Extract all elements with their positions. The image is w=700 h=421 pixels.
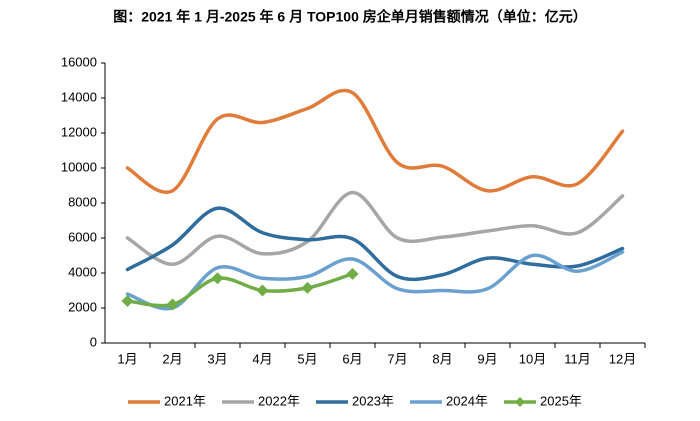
y-tick-label: 2000 [68, 299, 97, 314]
marker [121, 295, 134, 307]
x-tick-label: 9月 [477, 351, 497, 366]
y-tick-label: 0 [90, 334, 97, 349]
y-tick-label: 16000 [61, 54, 97, 69]
legend-label: 2021年 [164, 393, 206, 408]
marker [301, 281, 314, 294]
x-tick-label: 1月 [117, 351, 137, 366]
legend-label: 2025年 [540, 393, 582, 408]
x-tick-label: 5月 [297, 351, 317, 366]
y-tick-label: 4000 [68, 264, 97, 279]
marker [346, 267, 359, 280]
series-line [125, 190, 625, 267]
x-tick-label: 8月 [432, 351, 452, 366]
y-tick-label: 6000 [68, 229, 97, 244]
legend-marker [515, 397, 525, 407]
marker [166, 298, 179, 311]
marker [256, 284, 269, 297]
series-line [125, 88, 625, 194]
x-tick-label: 12月 [609, 351, 636, 366]
x-tick-label: 7月 [387, 351, 407, 366]
chart-title: 图：2021 年 1 月-2025 年 6 月 TOP100 房企单月销售额情况… [113, 9, 587, 25]
series-line [125, 206, 625, 282]
x-tick-label: 2月 [162, 351, 182, 366]
y-tick-label: 8000 [68, 194, 97, 209]
marker [211, 272, 224, 285]
legend-label: 2022年 [258, 393, 300, 408]
x-tick-label: 10月 [519, 351, 546, 366]
x-tick-label: 3月 [207, 351, 227, 366]
y-tick-label: 10000 [61, 159, 97, 174]
x-tick-label: 11月 [564, 351, 591, 366]
series-line [125, 272, 355, 308]
y-tick-label: 12000 [61, 124, 97, 139]
x-tick-label: 6月 [342, 351, 362, 366]
x-tick-label: 4月 [252, 351, 272, 366]
series-line [125, 250, 625, 311]
legend-label: 2024年 [446, 393, 488, 408]
y-tick-label: 14000 [61, 89, 97, 104]
legend-label: 2023年 [352, 393, 394, 408]
